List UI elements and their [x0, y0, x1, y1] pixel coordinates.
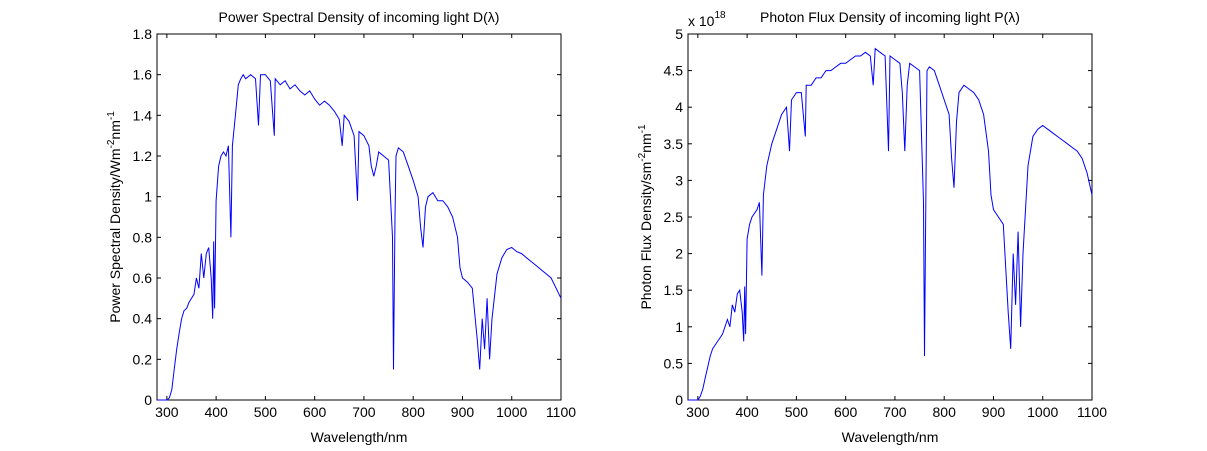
psd-series-line — [157, 73, 562, 401]
x-tick-label: 700 — [883, 404, 907, 420]
x-tick-label: 500 — [254, 404, 278, 420]
y-axis-label: Photon Flux Density/sm-2nm-1 — [637, 124, 654, 310]
chart-title: Photon Flux Density of incoming light P(… — [760, 9, 1020, 25]
y-tick-label: 2 — [675, 246, 683, 262]
y-tick-label: 3.5 — [664, 136, 684, 152]
y-tick-label: 4 — [675, 99, 683, 115]
x-tick-label: 1000 — [1027, 404, 1058, 420]
y-tick-label: 1 — [675, 319, 683, 335]
y-tick-label: 0.6 — [133, 270, 153, 286]
x-tick-label: 900 — [982, 404, 1006, 420]
y-tick-label: 1.5 — [664, 282, 684, 298]
y-tick-label: 1 — [144, 189, 152, 205]
y-tick-label: 1.4 — [133, 107, 153, 123]
x-tick-label: 1100 — [1077, 404, 1107, 420]
y-tick-label: 0.2 — [133, 351, 153, 367]
x-tick-label: 800 — [402, 404, 426, 420]
plot-area — [156, 33, 562, 401]
y-tick-label: 4.5 — [664, 63, 684, 79]
x-tick-label: 600 — [303, 404, 327, 420]
y-tick-label: 1.8 — [133, 26, 153, 42]
photon-flux-density-chart: 300 400 500 600 700 800 900 1000 1100 0 0.5 1 1.5 2 2… — [637, 9, 1107, 445]
y-axis-ticks: 0 0.2 0.4 0.6 0.8 1 1.2 1.4 1.6 1.8 — [133, 26, 561, 408]
x-tick-label: 600 — [834, 404, 858, 420]
x-tick-label: 300 — [155, 404, 179, 420]
x-tick-label: 1000 — [496, 404, 527, 420]
x-tick-label: 800 — [933, 404, 957, 420]
y-axis-ticks: 0 0.5 1 1.5 2 2.5 3 3.5 4 4.5 5 — [664, 26, 1092, 408]
x-tick-label: 400 — [204, 404, 228, 420]
x-axis-ticks: 300 400 500 600 700 800 900 1000 1100 — [155, 34, 576, 420]
y-tick-label: 2.5 — [664, 209, 684, 225]
y-tick-label: 5 — [675, 26, 683, 42]
x-axis-label: Wavelength/nm — [842, 429, 939, 445]
y-tick-label: 0.5 — [664, 355, 684, 371]
y-axis-exponent: x 1018 — [688, 10, 726, 29]
y-tick-label: 0 — [675, 392, 683, 408]
y-tick-label: 1.6 — [133, 67, 153, 83]
y-tick-label: 0 — [144, 392, 152, 408]
chart-title: Power Spectral Density of incoming light… — [219, 9, 500, 25]
y-tick-label: 1.2 — [133, 148, 153, 164]
x-axis-ticks: 300 400 500 600 700 800 900 1000 1100 — [686, 34, 1107, 420]
power-spectral-density-chart: 300 400 500 600 700 800 900 1000 1100 0 0.2 0.4 0.6… — [106, 9, 576, 445]
x-tick-label: 500 — [785, 404, 809, 420]
photon-flux-series-line — [688, 47, 1093, 401]
y-tick-label: 0.8 — [133, 229, 153, 245]
x-axis-label: Wavelength/nm — [311, 429, 408, 445]
y-axis-label: Power Spectral Density/Wm-2nm-1 — [106, 111, 123, 323]
x-tick-label: 700 — [352, 404, 376, 420]
x-tick-label: 400 — [735, 404, 759, 420]
plot-area — [687, 33, 1093, 401]
y-tick-label: 3 — [675, 172, 683, 188]
x-tick-label: 300 — [686, 404, 710, 420]
x-tick-label: 1100 — [546, 404, 576, 420]
y-tick-label: 0.4 — [133, 311, 153, 327]
x-tick-label: 900 — [451, 404, 475, 420]
